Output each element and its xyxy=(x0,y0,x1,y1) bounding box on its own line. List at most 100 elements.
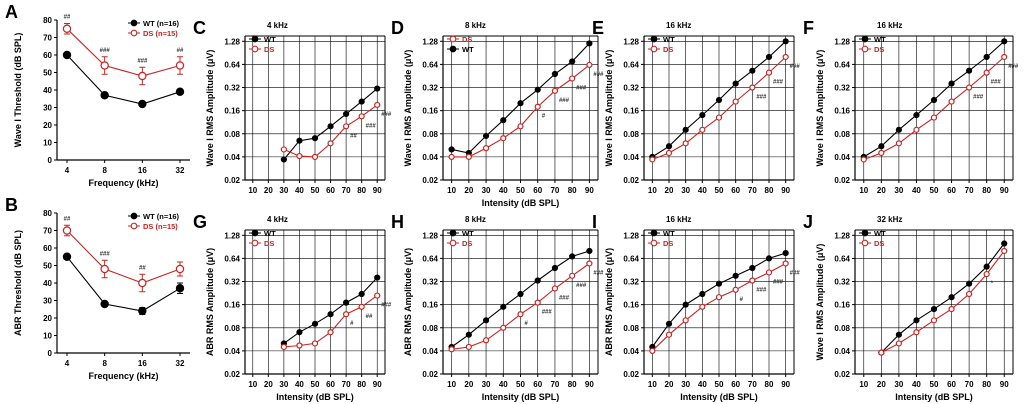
legend-marker xyxy=(449,45,457,53)
y-tick-label: 0 xyxy=(48,349,53,358)
data-point-wt xyxy=(343,299,350,306)
panel-letter: I xyxy=(592,212,597,232)
data-point-wt xyxy=(732,272,739,279)
y-tick-label: 0.02 xyxy=(422,176,438,185)
x-tick-label: 60 xyxy=(947,380,956,389)
y-tick-label: 0 xyxy=(48,156,53,165)
y-tick-label: 1.28 xyxy=(834,231,850,240)
data-point-wt xyxy=(732,80,739,87)
y-tick-label: 0.32 xyxy=(224,84,240,93)
x-tick-label: 80 xyxy=(357,380,366,389)
data-point-wt xyxy=(62,50,72,60)
panel-d: D 8 kHz 0.02 0.04 0.08 0.16 0.32 0.64 1.28 10 20 30… xyxy=(391,18,604,208)
legend-marker xyxy=(130,212,138,220)
y-tick-label: 0.64 xyxy=(224,60,240,69)
x-tick-label: 40 xyxy=(912,186,921,195)
legend-marker xyxy=(861,229,869,237)
data-point-ds xyxy=(983,69,990,76)
x-tick-label: 10 xyxy=(859,186,868,195)
legend-label: WT xyxy=(663,35,675,44)
legend-marker xyxy=(130,222,138,230)
data-point-wt xyxy=(913,317,920,324)
significance-label: ### xyxy=(790,64,801,70)
y-tick-label: 0.32 xyxy=(834,278,850,287)
series-line-wt xyxy=(66,54,181,105)
significance-label: ### xyxy=(756,95,767,101)
x-tick-label: 70 xyxy=(342,380,351,389)
data-point-wt xyxy=(100,299,109,309)
y-tick-label: 0.04 xyxy=(623,347,639,356)
legend-marker xyxy=(650,239,658,247)
x-tick-label: 50 xyxy=(715,186,724,195)
y-tick-label: 20 xyxy=(43,314,52,323)
x-tick-label: 50 xyxy=(930,186,939,195)
data-point-wt xyxy=(448,146,455,153)
significance-label: ## xyxy=(139,265,146,271)
data-point-ds xyxy=(699,303,706,310)
x-tick-label: 70 xyxy=(748,380,757,389)
data-point-ds xyxy=(765,269,773,276)
y-tick-label: 0.08 xyxy=(834,130,850,139)
legend-marker xyxy=(449,35,457,43)
x-tick-label: 20 xyxy=(665,380,674,389)
x-tick-label: 50 xyxy=(311,186,320,195)
data-point-wt xyxy=(983,263,990,270)
data-point-ds xyxy=(983,270,990,278)
y-tick-label: 1.28 xyxy=(834,37,850,46)
y-tick-label: 0.02 xyxy=(224,176,240,185)
significance-label: ### xyxy=(593,270,604,276)
y-tick-label: 0.04 xyxy=(834,153,850,162)
significance-label: ### xyxy=(576,283,587,289)
data-point-wt xyxy=(175,284,185,293)
significance-label: # xyxy=(740,297,744,303)
x-tick-label: 10 xyxy=(648,380,657,389)
y-tick-label: 1.28 xyxy=(224,231,240,240)
data-point-ds xyxy=(327,329,334,336)
data-point-ds xyxy=(551,285,559,292)
y-tick-label: 10 xyxy=(43,332,52,341)
panel-title: 32 kHz xyxy=(877,215,902,224)
data-point-ds xyxy=(448,153,455,160)
panel-letter: G xyxy=(193,212,207,232)
x-axis-label: Frequency (kHz) xyxy=(88,371,158,381)
series-line-ds xyxy=(66,28,181,77)
x-tick-label: 16 xyxy=(138,359,147,368)
x-tick-label: 50 xyxy=(516,380,525,389)
data-point-ds xyxy=(649,347,656,354)
x-tick-label: 30 xyxy=(482,380,491,389)
y-tick-label: 1.28 xyxy=(422,231,438,240)
data-point-wt xyxy=(138,99,147,109)
legend-marker xyxy=(650,229,658,237)
legend-marker xyxy=(861,239,869,247)
significance-label: ### xyxy=(366,123,377,129)
data-point-wt xyxy=(374,85,381,92)
x-tick-label: 60 xyxy=(326,186,335,195)
x-tick-label: 60 xyxy=(947,186,956,195)
data-point-ds xyxy=(62,226,72,235)
data-point-ds xyxy=(343,123,350,130)
data-point-wt xyxy=(62,252,72,261)
significance-label: ### xyxy=(973,95,984,101)
x-tick-label: 10 xyxy=(859,380,868,389)
y-axis-label: Wave I RMS Amplitude (μV) xyxy=(815,244,825,361)
y-tick-label: 0.32 xyxy=(834,84,850,93)
y-tick-label: 60 xyxy=(43,51,52,60)
significance-label: # xyxy=(525,321,529,327)
y-axis-label: ABR Threshold (dB SPL) xyxy=(13,230,23,336)
data-point-wt xyxy=(665,320,673,327)
data-point-wt xyxy=(913,111,920,119)
data-point-wt xyxy=(586,247,593,255)
data-point-ds xyxy=(913,329,920,336)
y-tick-label: 0.32 xyxy=(623,278,639,287)
legend-marker xyxy=(251,229,259,237)
x-tick-label: 40 xyxy=(499,380,508,389)
data-point-ds xyxy=(500,324,507,331)
data-point-ds xyxy=(311,340,319,347)
y-tick-label: 0.08 xyxy=(422,130,438,139)
legend-marker xyxy=(130,19,138,27)
x-tick-label: 30 xyxy=(681,186,690,195)
legend-label: WT xyxy=(874,229,886,238)
panel-j: J 32 kHz 0.02 0.04 0.08 0.16 0.32 0.64 1.28 10 20 3… xyxy=(803,212,1014,402)
